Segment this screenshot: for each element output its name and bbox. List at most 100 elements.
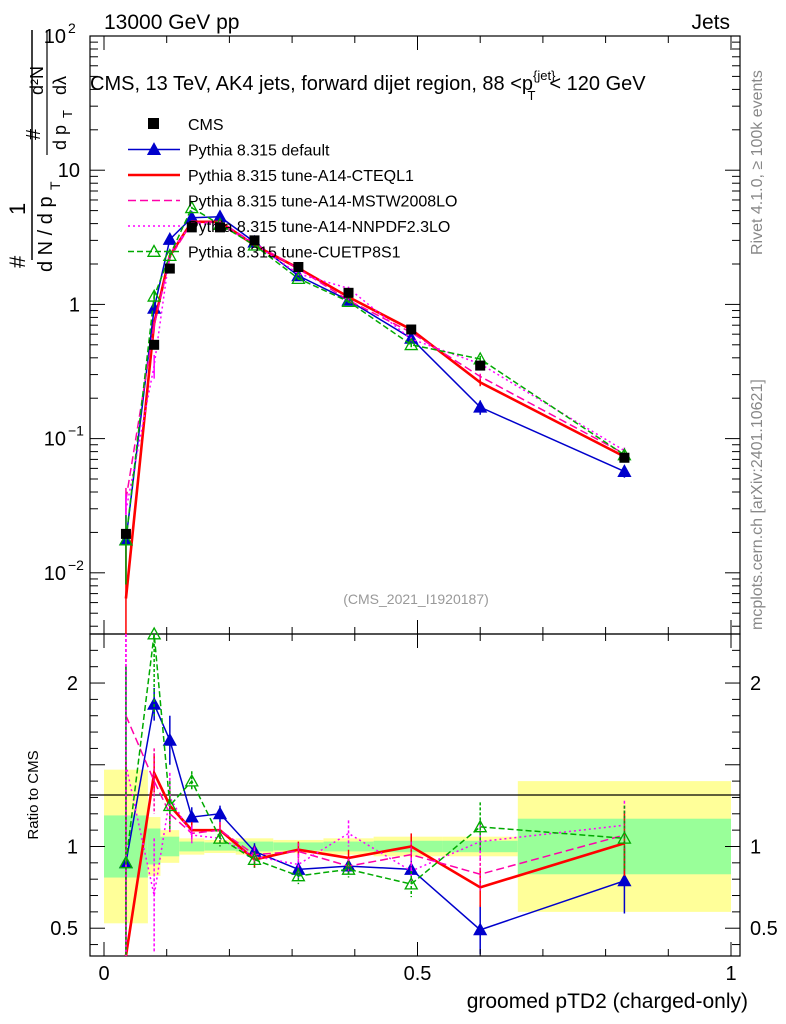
mcplots-label: mcplots.cern.ch [arXiv:2401.10621] bbox=[749, 379, 766, 630]
svg-text:d N / d p: d N / d p bbox=[35, 196, 57, 272]
ratio-marker bbox=[291, 868, 306, 882]
legend-entry: Pythia 8.315 tune-A14-MSTW2008LO bbox=[128, 194, 457, 211]
svg-text:d p: d p bbox=[50, 125, 70, 150]
ratio-y-tick-label-right: 1 bbox=[750, 836, 761, 858]
main-marker bbox=[291, 271, 306, 285]
data-point bbox=[249, 235, 260, 246]
ratio-marker bbox=[147, 626, 162, 640]
main-marker bbox=[404, 337, 419, 351]
main-marker bbox=[147, 288, 162, 302]
y-tick-label: 10 bbox=[44, 429, 66, 451]
data-point bbox=[149, 339, 160, 350]
y-tick-label: 10 bbox=[58, 160, 80, 182]
y-tick-label: 1 bbox=[69, 294, 80, 316]
ratio-marker bbox=[162, 732, 177, 746]
data-point bbox=[120, 528, 131, 539]
svg-text:d²N: d²N bbox=[27, 66, 47, 95]
y-tick-label: 10 bbox=[44, 563, 66, 585]
main-line bbox=[125, 222, 625, 511]
ratio-marker bbox=[617, 830, 632, 844]
legend-swatch bbox=[148, 118, 159, 129]
ratio-y-tick-label: 2 bbox=[67, 673, 78, 695]
ratio-marker bbox=[247, 852, 262, 866]
ratio-marker bbox=[118, 855, 134, 869]
main-plot-marks bbox=[118, 200, 632, 634]
data-point bbox=[186, 222, 197, 233]
main-line bbox=[124, 220, 626, 599]
header-left: 13000 GeV pp bbox=[104, 11, 239, 34]
legend-entry: CMS bbox=[148, 117, 224, 134]
main-marker bbox=[341, 294, 356, 308]
y-tick-exponent: −1 bbox=[68, 423, 84, 439]
legend-marker bbox=[146, 244, 162, 257]
legend-entry: Pythia 8.315 tune-CUETP8S1 bbox=[128, 244, 401, 262]
y-tick-exponent: −2 bbox=[68, 557, 84, 573]
data-point bbox=[475, 360, 486, 371]
legend-marker bbox=[146, 142, 162, 155]
main-line bbox=[125, 221, 625, 500]
svg-text:1: 1 bbox=[5, 203, 30, 215]
data-point bbox=[619, 452, 630, 463]
main-marker bbox=[162, 232, 177, 245]
legend-label: Pythia 8.315 tune-A14-CTEQL1 bbox=[188, 168, 414, 185]
legend-label: Pythia 8.315 default bbox=[188, 143, 330, 160]
legend-label: Pythia 8.315 tune-A14-NNPDF2.3LO bbox=[188, 219, 450, 236]
ratio-uncertainty-bands bbox=[104, 769, 731, 924]
main-series-3 bbox=[125, 222, 626, 533]
legend-label: Pythia 8.315 tune-A14-MSTW2008LO bbox=[188, 194, 457, 211]
x-tick-label: 0.5 bbox=[404, 963, 432, 985]
ratio-marker bbox=[162, 798, 177, 812]
data-point bbox=[343, 287, 354, 298]
x-tick-label: 0 bbox=[98, 963, 109, 985]
ratio-y-tick-label: 0.5 bbox=[50, 918, 78, 940]
main-line bbox=[125, 215, 625, 541]
band-green bbox=[147, 828, 161, 865]
data-points bbox=[120, 222, 630, 539]
svg-text:dλ: dλ bbox=[50, 76, 70, 95]
ratio-y-tick-label: 1 bbox=[67, 836, 78, 858]
data-point bbox=[164, 263, 175, 274]
main-marker bbox=[118, 532, 134, 546]
ratio-line bbox=[125, 633, 625, 885]
main-y-label: # 1 d N / d p T # d²N d p T dλ bbox=[5, 30, 75, 272]
svg-text:#: # bbox=[5, 255, 30, 268]
ratio-series-4 bbox=[118, 626, 632, 956]
ratio-y-label: Ratio to CMS bbox=[25, 750, 42, 839]
main-marker bbox=[473, 399, 488, 413]
legend-entry: Pythia 8.315 tune-A14-CTEQL1 bbox=[128, 168, 414, 185]
ratio-plot-marks bbox=[118, 626, 632, 957]
ratio-marker bbox=[212, 830, 228, 844]
ratio-marker bbox=[184, 773, 199, 787]
main-series-1 bbox=[124, 220, 626, 634]
rivet-label: Rivet 4.1.0, ≥ 100k events bbox=[749, 70, 766, 255]
svg-text:T: T bbox=[47, 181, 63, 190]
main-marker bbox=[617, 464, 632, 477]
band-green bbox=[179, 841, 205, 852]
x-tick-label: 1 bbox=[725, 963, 736, 985]
ratio-marker bbox=[473, 819, 488, 833]
plot-title: CMS, 13 TeV, AK4 jets, forward dijet reg… bbox=[90, 68, 646, 103]
main-series-0 bbox=[118, 209, 632, 585]
ratio-line bbox=[125, 764, 625, 896]
main-marker bbox=[184, 200, 199, 214]
band-green bbox=[160, 836, 180, 857]
legend-label: Pythia 8.315 tune-CUETP8S1 bbox=[188, 245, 401, 262]
ratio-marker bbox=[341, 862, 356, 875]
svg-text:#: # bbox=[23, 128, 45, 140]
ratio-marker bbox=[473, 922, 488, 936]
ratio-marker bbox=[617, 873, 632, 887]
x-axis-label: groomed pTD2 (charged-only) bbox=[467, 990, 748, 1013]
ratio-marker bbox=[212, 806, 228, 820]
legend: CMS Pythia 8.315 default Pythia 8.315 tune… bbox=[128, 117, 457, 262]
ratio-y-tick-label-right: 2 bbox=[750, 673, 761, 695]
legend-label: CMS bbox=[188, 117, 224, 134]
header-right: Jets bbox=[691, 11, 730, 34]
main-series-2 bbox=[125, 220, 626, 515]
y-tick-exponent: 2 bbox=[68, 20, 76, 36]
analysis-id: (CMS_2021_I1920187) bbox=[343, 591, 489, 607]
svg-text:CMS, 13 TeV, AK4 jets, forward: CMS, 13 TeV, AK4 jets, forward dijet reg… bbox=[90, 68, 646, 103]
y-tick-label: 10 bbox=[44, 26, 66, 48]
svg-text:T: T bbox=[60, 110, 75, 118]
legend-entry: Pythia 8.315 tune-A14-NNPDF2.3LO bbox=[128, 219, 450, 236]
